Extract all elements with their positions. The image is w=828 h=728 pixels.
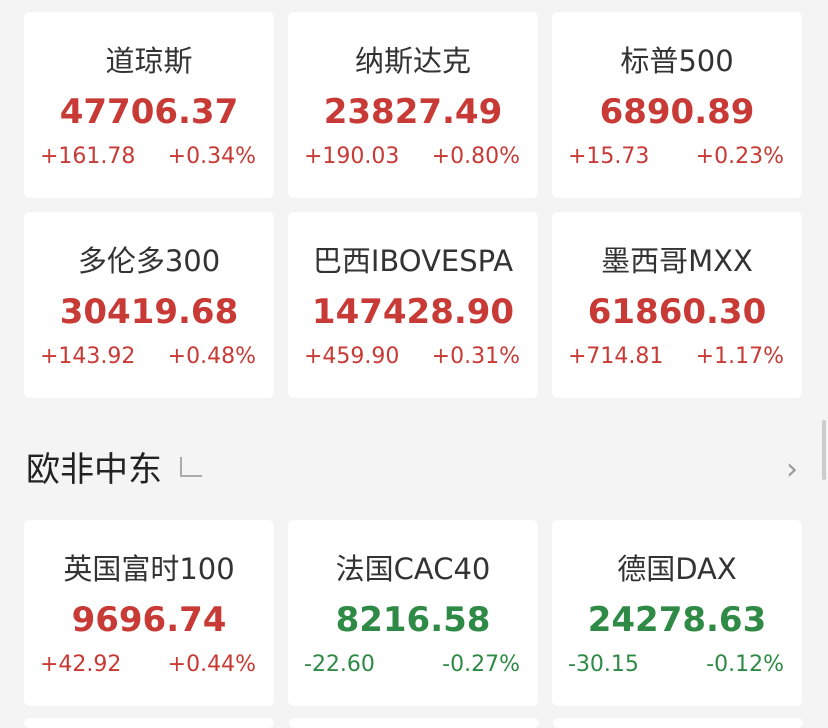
index-name: 纳斯达克: [354, 44, 471, 78]
index-name: 法国CAC40: [335, 552, 491, 586]
index-change: +190.03: [304, 144, 400, 169]
index-change: +143.92: [40, 344, 136, 369]
next-card-peek: [553, 718, 803, 728]
index-price: 147428.90: [311, 292, 515, 332]
index-price: 61860.30: [587, 292, 767, 332]
index-name: 标普500: [620, 44, 734, 78]
americas-index-grid: 道琼斯 47706.37 +161.78 +0.34% 纳斯达克 23827.49…: [24, 12, 802, 398]
index-card[interactable]: 巴西IBOVESPA 147428.90 +459.90 +0.31%: [288, 212, 538, 398]
index-change: +459.90: [304, 344, 400, 369]
next-card-peek: [24, 718, 274, 728]
index-change: -30.15: [568, 652, 639, 677]
index-name: 德国DAX: [617, 552, 737, 586]
index-change: +42.92: [40, 652, 122, 677]
index-change-percent: +0.31%: [431, 344, 520, 369]
index-change-percent: +0.48%: [167, 344, 256, 369]
share-icon[interactable]: [180, 456, 202, 477]
index-card[interactable]: 道琼斯 47706.37 +161.78 +0.34%: [24, 12, 274, 198]
index-change-percent: +0.80%: [431, 144, 520, 169]
index-change-percent: +0.23%: [695, 144, 784, 169]
index-change: -22.60: [304, 652, 375, 677]
index-card[interactable]: 墨西哥MXX 61860.30 +714.81 +1.17%: [552, 212, 802, 398]
next-card-peek: [289, 718, 539, 728]
scrollbar[interactable]: [822, 420, 826, 480]
index-change: +161.78: [40, 144, 136, 169]
section-header[interactable]: 欧非中东: [26, 442, 202, 491]
index-card[interactable]: 德国DAX 24278.63 -30.15 -0.12%: [552, 520, 802, 706]
index-price: 6890.89: [599, 92, 755, 132]
section-title: 欧非中东: [26, 450, 162, 490]
index-change: +15.73: [568, 144, 650, 169]
index-change-percent: +1.17%: [695, 344, 784, 369]
index-price: 30419.68: [59, 292, 239, 332]
index-change-percent: -0.27%: [442, 652, 520, 677]
index-change-percent: -0.12%: [706, 652, 784, 677]
index-name: 巴西IBOVESPA: [312, 244, 514, 278]
index-name: 道琼斯: [105, 44, 193, 78]
index-name: 英国富时100: [63, 552, 235, 586]
index-card[interactable]: 英国富时100 9696.74 +42.92 +0.44%: [24, 520, 274, 706]
europe-index-grid: 英国富时100 9696.74 +42.92 +0.44% 法国CAC40 821…: [24, 520, 802, 706]
index-change: +714.81: [568, 344, 664, 369]
index-card[interactable]: 多伦多300 30419.68 +143.92 +0.48%: [24, 212, 274, 398]
index-price: 23827.49: [323, 92, 503, 132]
index-price: 9696.74: [71, 600, 227, 640]
index-card[interactable]: 纳斯达克 23827.49 +190.03 +0.80%: [288, 12, 538, 198]
index-change-percent: +0.44%: [167, 652, 256, 677]
index-name: 墨西哥MXX: [601, 244, 753, 278]
index-price: 24278.63: [587, 600, 767, 640]
index-card[interactable]: 标普500 6890.89 +15.73 +0.23%: [552, 12, 802, 198]
index-name: 多伦多300: [77, 244, 221, 278]
index-price: 8216.58: [335, 600, 491, 640]
index-card[interactable]: 法国CAC40 8216.58 -22.60 -0.27%: [288, 520, 538, 706]
index-change-percent: +0.34%: [167, 144, 256, 169]
index-price: 47706.37: [59, 92, 239, 132]
chevron-right-icon[interactable]: ›: [786, 452, 798, 487]
